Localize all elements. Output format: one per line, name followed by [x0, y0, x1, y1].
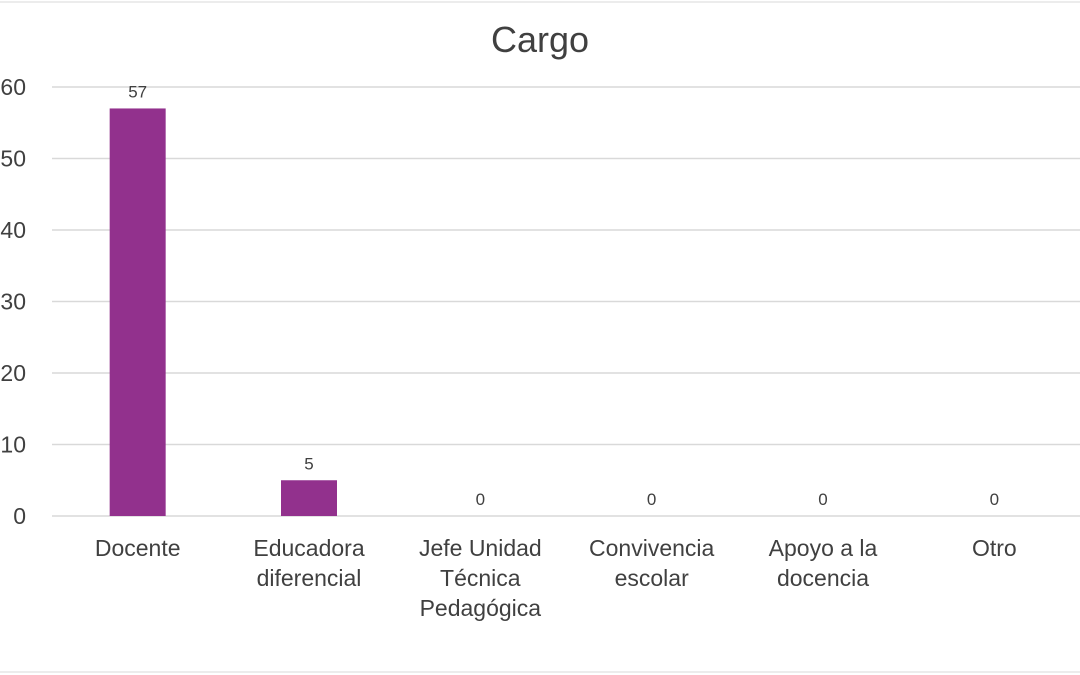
chart-title: Cargo	[491, 19, 589, 60]
x-category-label: escolar	[615, 565, 689, 591]
data-label: 0	[818, 490, 827, 509]
x-category-label: Técnica	[440, 565, 521, 591]
y-axis-ticks: 0 10 20 30 40 50 60	[0, 74, 26, 529]
data-labels: 57 5 0 0 0 0	[128, 82, 999, 509]
x-category-label: Jefe Unidad	[419, 535, 542, 561]
x-category-label: Convivencia	[589, 535, 714, 561]
y-tick-label: 0	[13, 503, 26, 529]
x-category-label: diferencial	[257, 565, 362, 591]
data-label: 0	[990, 490, 999, 509]
gridlines	[52, 86, 1080, 517]
y-tick-label: 30	[0, 289, 26, 315]
x-category-label: Educadora	[253, 535, 364, 561]
y-tick-label: 40	[0, 217, 26, 243]
x-category-label: Pedagógica	[420, 595, 542, 621]
x-category-label: Docente	[95, 535, 181, 561]
x-category-label: docencia	[777, 565, 869, 591]
data-label: 0	[476, 490, 485, 509]
y-tick-label: 50	[0, 146, 26, 172]
bar	[281, 480, 337, 516]
bar	[109, 108, 166, 516]
bars	[109, 108, 337, 516]
data-label: 5	[304, 454, 313, 473]
x-category-label: Otro	[972, 535, 1017, 561]
data-label: 0	[647, 490, 656, 509]
y-tick-label: 20	[0, 360, 26, 386]
data-label: 57	[128, 82, 147, 101]
x-category-label: Apoyo a la	[769, 535, 878, 561]
x-axis-categories: Docente Educadora diferencial Jefe Unidad Té…	[95, 535, 1017, 621]
y-tick-label: 60	[0, 74, 26, 100]
y-tick-label: 10	[0, 432, 26, 458]
